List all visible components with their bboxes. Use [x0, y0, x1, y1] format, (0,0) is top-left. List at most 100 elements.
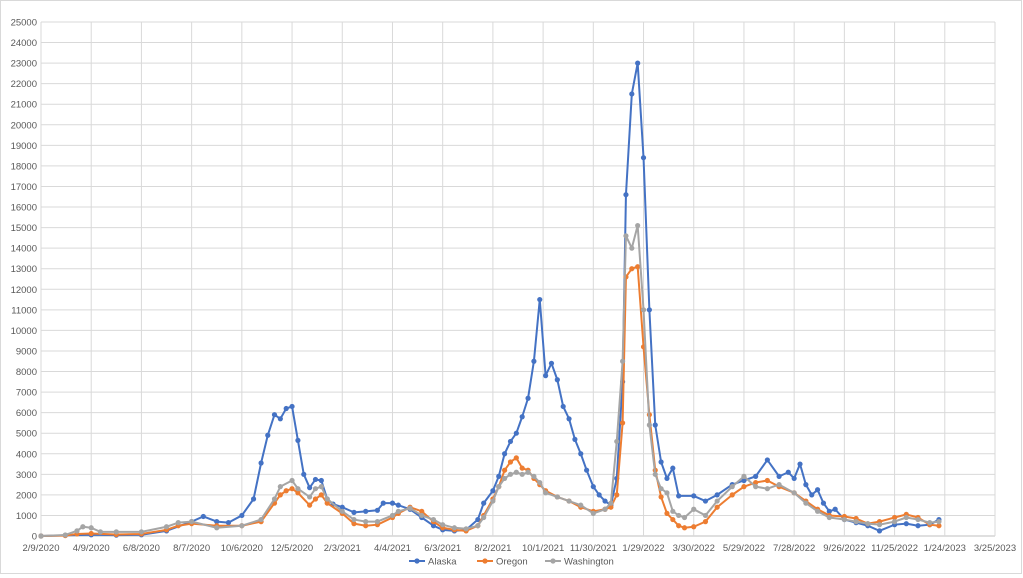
x-tick-label: 1/29/2022 [622, 543, 664, 554]
data-point [554, 377, 560, 383]
data-point [324, 500, 330, 506]
data-point [664, 490, 670, 496]
data-point [312, 496, 319, 502]
data-point [537, 296, 543, 303]
x-tick-label: 3/30/2022 [673, 543, 715, 554]
x-tick-label: 2/3/2021 [324, 543, 361, 554]
data-point [572, 436, 578, 442]
data-point [584, 467, 590, 473]
data-point [927, 520, 933, 526]
data-point [629, 245, 635, 251]
data-point [702, 519, 709, 525]
data-point [876, 528, 883, 534]
data-point [430, 523, 437, 529]
data-point [614, 492, 620, 498]
data-point [502, 467, 508, 473]
data-point [670, 508, 676, 514]
data-point [258, 516, 264, 523]
data-point [566, 498, 572, 504]
data-point [363, 508, 369, 514]
data-point [578, 451, 584, 457]
data-point [74, 528, 80, 534]
data-point [714, 504, 720, 510]
x-tick-label: 11/25/2022 [871, 543, 918, 554]
data-point [891, 519, 898, 525]
data-point [764, 457, 770, 463]
data-point [826, 508, 832, 514]
data-point [776, 482, 782, 488]
data-point [214, 519, 220, 525]
data-point [481, 514, 487, 521]
data-point [670, 465, 676, 471]
data-point [646, 307, 652, 313]
data-point [764, 486, 770, 492]
series-alaska [38, 60, 942, 539]
data-point [380, 500, 386, 506]
legend-item-alaska: Alaska [409, 557, 457, 568]
legend-swatch-marker [414, 558, 420, 564]
data-point [548, 360, 555, 366]
data-point [915, 523, 921, 529]
data-point [265, 432, 271, 438]
x-tick-label: 12/5/2020 [271, 543, 313, 554]
y-tick-label: 2000 [16, 490, 37, 501]
x-tick-label: 8/7/2020 [173, 543, 210, 554]
data-point [891, 514, 898, 521]
data-point [903, 514, 909, 521]
data-point [531, 358, 537, 364]
data-point [163, 524, 170, 530]
y-tick-label: 17000 [11, 182, 37, 193]
data-point [670, 516, 676, 523]
data-point [681, 514, 688, 521]
x-tick-label: 4/9/2020 [73, 543, 110, 554]
data-point [295, 486, 301, 492]
x-tick-label: 6/8/2020 [123, 543, 160, 554]
x-tick-label: 1/24/2023 [924, 543, 966, 554]
data-point [239, 523, 245, 529]
data-point [753, 479, 759, 486]
y-tick-label: 5000 [16, 429, 37, 440]
data-point [635, 222, 641, 229]
series-oregon [38, 264, 942, 539]
x-tick-label: 9/26/2022 [823, 543, 865, 554]
data-point [691, 506, 697, 512]
data-point [620, 420, 626, 426]
data-point [507, 438, 514, 445]
data-point [88, 525, 94, 531]
data-point [419, 512, 425, 519]
data-point [620, 358, 626, 364]
data-point [826, 514, 832, 521]
data-point [614, 438, 620, 445]
data-point [702, 512, 709, 519]
data-point [676, 523, 682, 529]
data-point [351, 509, 357, 515]
y-tick-label: 1000 [16, 511, 37, 522]
legend-label: Washington [564, 557, 614, 568]
y-tick-label: 0 [32, 532, 37, 543]
data-point [936, 519, 942, 525]
data-point [652, 422, 658, 428]
data-point [753, 473, 759, 479]
data-point [513, 430, 519, 436]
data-point [729, 492, 735, 498]
y-tick-label: 16000 [11, 203, 37, 214]
x-tick-label: 8/2/2021 [474, 543, 511, 554]
data-point [635, 264, 641, 270]
data-point [481, 500, 487, 506]
data-point [865, 521, 871, 527]
y-tick-label: 10000 [11, 326, 37, 337]
data-point [664, 475, 670, 482]
x-tick-label: 6/3/2021 [424, 543, 461, 554]
data-point [324, 496, 330, 502]
y-tick-label: 22000 [11, 79, 37, 90]
data-point [496, 473, 502, 479]
y-tick-label: 6000 [16, 408, 37, 419]
data-point [519, 414, 525, 420]
y-tick-label: 15000 [11, 223, 37, 234]
data-point [339, 508, 345, 514]
data-point [543, 490, 549, 496]
data-point [791, 490, 797, 496]
data-point [936, 523, 942, 529]
data-point [351, 521, 357, 527]
data-point [502, 451, 508, 457]
